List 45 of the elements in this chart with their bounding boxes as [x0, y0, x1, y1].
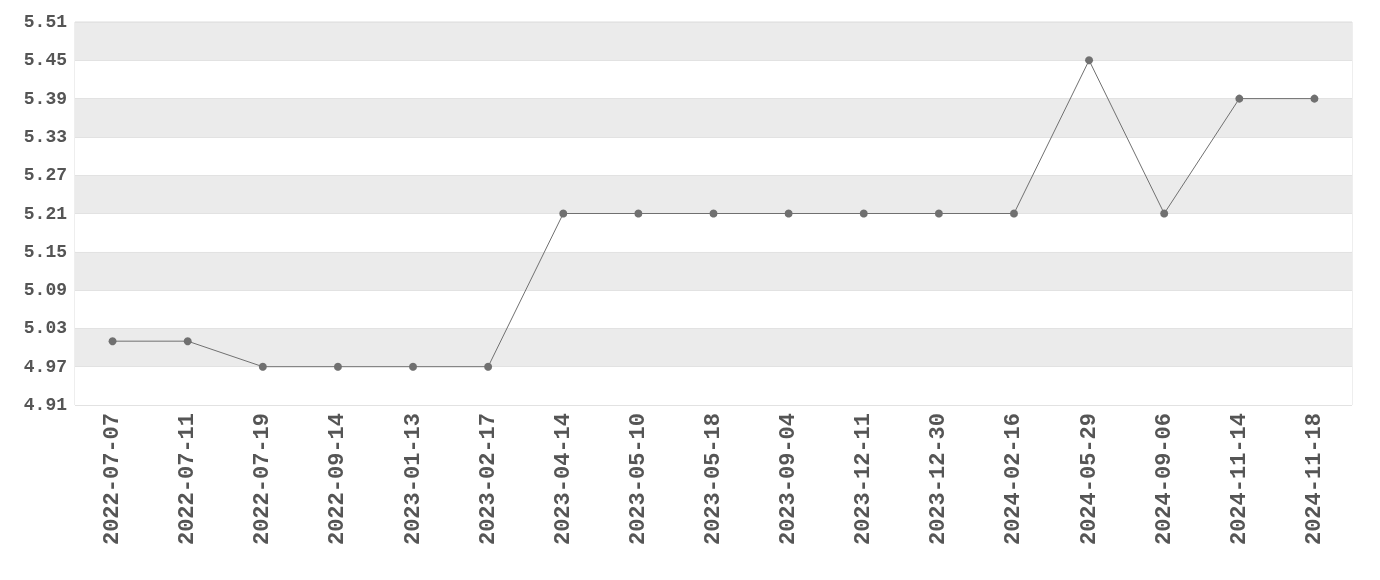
y-tick-label: 5.51 — [23, 12, 68, 32]
point — [1009, 209, 1018, 218]
point — [1310, 94, 1319, 103]
y-tick-label: 5.15 — [23, 241, 67, 262]
y-tick-label: 5.27 — [23, 165, 67, 186]
x-tick-label: 2024-11-18 — [1301, 413, 1327, 546]
x-tick-label: 2023-09-04 — [776, 413, 802, 546]
x-tick-label: 2023-05-18 — [701, 413, 726, 546]
y-tick-label: 4.91 — [23, 395, 68, 415]
x-tick-label: 2022-07-19 — [250, 413, 276, 546]
y-tick-label: 5.45 — [23, 50, 67, 71]
x-tick-label: 2023-04-14 — [550, 413, 576, 546]
x-tick-label: 2024-11-14 — [1226, 413, 1252, 546]
x-tick-label: 2023-12-30 — [926, 413, 952, 546]
y-tick-label: 5.39 — [23, 88, 67, 109]
x-tick-label: 2023-05-10 — [625, 413, 651, 546]
x-tick-label: 2023-01-13 — [400, 413, 426, 546]
x-tick-label: 2022-07-07 — [100, 413, 126, 546]
point — [1085, 56, 1094, 65]
x-tick-label: 2023-02-17 — [475, 413, 501, 546]
point — [409, 362, 418, 371]
point — [484, 362, 493, 371]
point — [1235, 94, 1244, 103]
point — [784, 209, 793, 218]
y-tick-label: 5.33 — [23, 126, 67, 147]
point — [1160, 209, 1169, 218]
point — [559, 209, 568, 218]
point — [333, 362, 342, 371]
y-tick-label: 5.03 — [23, 318, 67, 339]
point — [934, 209, 943, 218]
x-tick-label: 2024-09-06 — [1151, 413, 1177, 546]
point — [258, 362, 267, 371]
y-tick-label: 5.09 — [23, 280, 67, 301]
x-tick-label: 2024-02-16 — [1001, 413, 1027, 546]
x-tick-label: 2023-12-11 — [851, 413, 877, 546]
point — [183, 337, 192, 346]
point — [859, 209, 868, 218]
y-tick-label: 5.21 — [23, 203, 68, 224]
point — [709, 209, 718, 218]
y-tick-label: 4.97 — [23, 356, 67, 377]
x-tick-label: 2022-07-11 — [175, 413, 201, 546]
x-tick-label: 2024-05-29 — [1076, 413, 1102, 546]
x-tick-label: 2022-09-14 — [325, 413, 351, 546]
point — [108, 337, 117, 346]
point — [634, 209, 643, 218]
